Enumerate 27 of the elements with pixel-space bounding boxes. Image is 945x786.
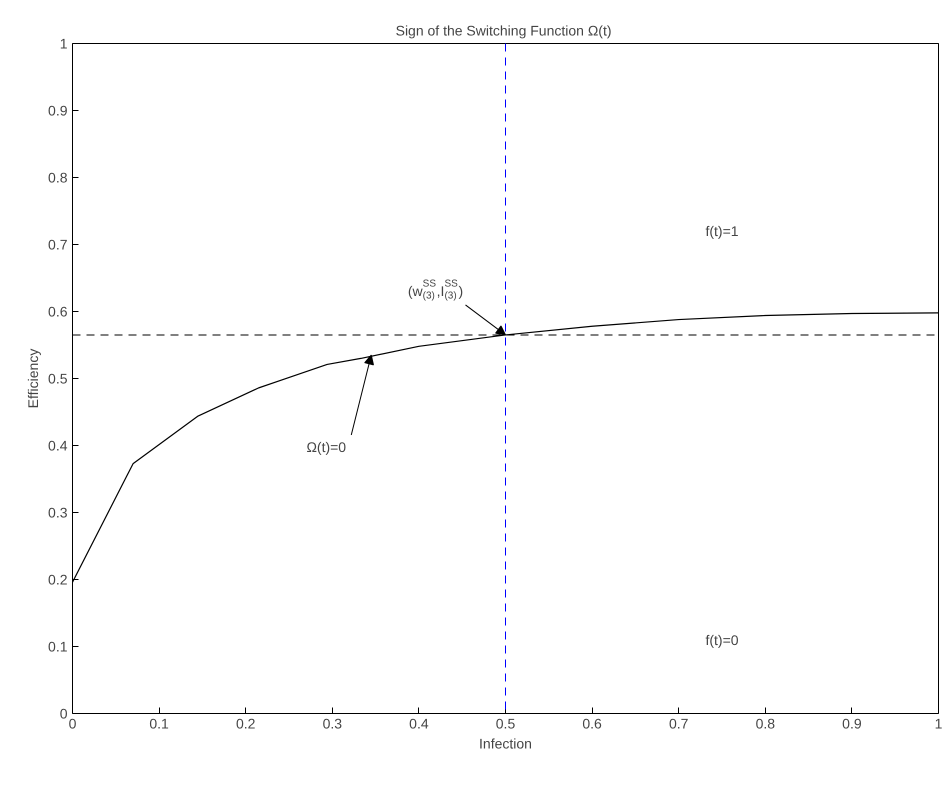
x-tick-label: 1 bbox=[934, 716, 943, 732]
x-tick-label: 0.3 bbox=[322, 716, 342, 732]
y-tick-label: 0 bbox=[60, 706, 68, 722]
x-tick-label: 0.9 bbox=[842, 716, 862, 732]
y-tick-label: 1 bbox=[60, 36, 68, 52]
y-tick-label: 0.1 bbox=[48, 638, 68, 654]
chart-title: Sign of the Switching Function Ω(t) bbox=[396, 22, 612, 38]
x-tick-label: 0.6 bbox=[582, 716, 602, 732]
annotation: Ω(t)=0 bbox=[306, 439, 346, 456]
x-tick-label: 0.4 bbox=[409, 716, 429, 732]
y-tick-label: 0.8 bbox=[48, 170, 68, 186]
y-tick-label: 0.7 bbox=[48, 236, 68, 252]
annotation: f(t)=0 bbox=[705, 632, 739, 648]
y-tick-label: 0.9 bbox=[48, 102, 68, 118]
annotation: f(t)=1 bbox=[705, 223, 739, 240]
x-tick-label: 0.7 bbox=[668, 716, 689, 732]
y-tick-label: 0.2 bbox=[48, 572, 68, 588]
y-tick-label: 0.6 bbox=[48, 304, 68, 320]
x-tick-label: 0.8 bbox=[756, 716, 776, 732]
y-axis-title: Efficiency bbox=[25, 348, 42, 408]
y-tick-label: 0.5 bbox=[48, 370, 68, 386]
x-tick-label: 0.1 bbox=[149, 716, 170, 732]
x-tick-label: 0.5 bbox=[496, 716, 516, 732]
y-tick-label: 0.3 bbox=[48, 504, 68, 520]
y-tick-label: 0.4 bbox=[48, 438, 68, 454]
x-tick-label: 0.2 bbox=[236, 716, 256, 732]
x-axis-title: Infection bbox=[479, 736, 532, 752]
